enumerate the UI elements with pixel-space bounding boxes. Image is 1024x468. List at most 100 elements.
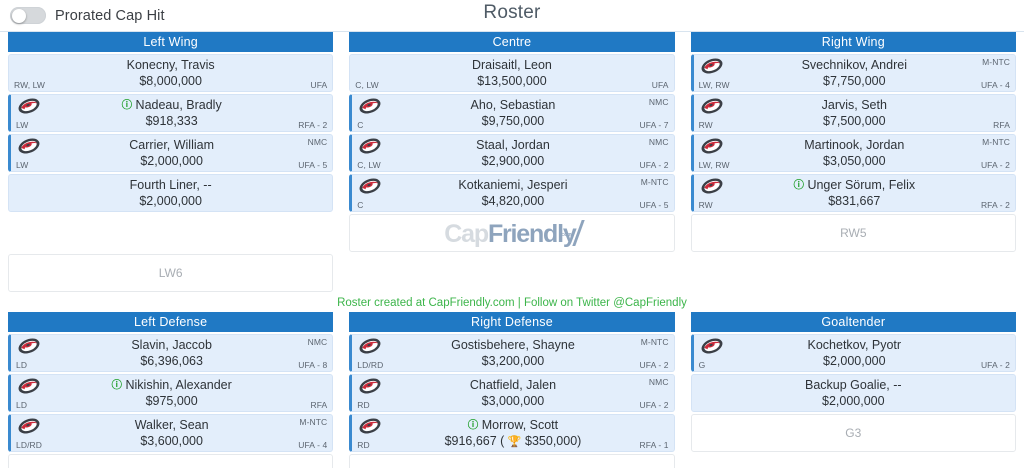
warning-icon: ⓘ bbox=[121, 99, 133, 111]
team-logo-icon bbox=[16, 377, 42, 395]
position-column: Right Defense LD/RD Gostisbehere, Shayne $3… bbox=[341, 312, 682, 468]
player-position-label: RW bbox=[698, 200, 713, 210]
roster-slot-player[interactable]: RD ⓘ Morrow, Scott $916,667 ( 🏆 $350,000) R… bbox=[349, 414, 675, 452]
player-status-badge: UFA - 2 bbox=[639, 400, 669, 410]
player-position-label: LW bbox=[16, 160, 29, 170]
position-column: Left Defense LD Slavin, Jaccob $6,396,063 NM… bbox=[0, 312, 341, 468]
player-info: ⓘ Morrow, Scott $916,667 ( 🏆 $350,000) bbox=[392, 417, 633, 451]
roster-slot-player[interactable]: C Kotkaniemi, Jesperi $4,820,000 M-NTC UFA -… bbox=[349, 174, 675, 212]
player-position-label: LW, RW bbox=[698, 80, 730, 90]
player-name: Kotkaniemi, Jesperi bbox=[458, 178, 568, 192]
position-column: Centre C, LW Draisaitl, Leon $13,500,000 UFA… bbox=[341, 32, 682, 294]
roster-slot-player[interactable]: RW, LW Konecny, Travis $8,000,000 UFA bbox=[8, 54, 334, 92]
prorated-cap-hit-label: Prorated Cap Hit bbox=[55, 7, 165, 24]
roster-slot-player[interactable]: LD/RD Gostisbehere, Shayne $3,200,000 M-NTC… bbox=[349, 334, 675, 372]
forwards-board: Left Wing RW, LW Konecny, Travis $8,000,000… bbox=[0, 32, 1024, 294]
player-salary: $7,750,000 bbox=[823, 74, 886, 88]
player-info: Backup Goalie, -- $2,000,000 bbox=[732, 377, 975, 410]
roster-slot-player[interactable]: C Aho, Sebastian $9,750,000 NMC UFA - 7 bbox=[349, 94, 675, 132]
roster-slot-player[interactable]: LD/RD Walker, Sean $3,600,000 M-NTC UFA - 4 bbox=[8, 414, 334, 452]
player-info: Martinook, Jordan $3,050,000 bbox=[734, 137, 975, 170]
player-clause-badge: M-NTC bbox=[640, 337, 669, 347]
player-salary: $4,820,000 bbox=[481, 194, 545, 208]
empty-slot-label: LW6 bbox=[158, 266, 183, 280]
player-name: Gostisbehere, Shayne bbox=[451, 338, 575, 352]
player-name: Walker, Sean bbox=[134, 418, 209, 432]
player-name: Jarvis, Seth bbox=[821, 98, 887, 112]
player-status-badge: RFA - 2 bbox=[980, 200, 1010, 210]
position-column-header: Centre bbox=[349, 32, 675, 52]
empty-slot-label: RD4 bbox=[500, 466, 524, 468]
roster-slot-player[interactable]: RD Chatfield, Jalen $3,000,000 NMC UFA - 2 bbox=[349, 374, 675, 412]
player-name: Kochetkov, Pyotr bbox=[807, 338, 902, 352]
roster-slot-player[interactable]: C, LW Staal, Jordan $2,900,000 NMC UFA - 2 bbox=[349, 134, 675, 172]
player-salary: $3,050,000 bbox=[823, 154, 886, 168]
player-name-row: Staal, Jordan bbox=[392, 137, 633, 153]
player-salary: $916,667 ( 🏆 $350,000) bbox=[392, 433, 633, 451]
player-position-label: C, LW bbox=[355, 80, 379, 90]
player-status-badge: UFA bbox=[310, 80, 328, 90]
prorated-cap-hit-toggle-group[interactable]: Prorated Cap Hit bbox=[0, 7, 165, 24]
team-logo-icon bbox=[699, 57, 725, 75]
team-logo-icon bbox=[16, 337, 42, 355]
player-salary: $3,600,000 bbox=[140, 434, 203, 448]
capfriendly-logo-tld: .com bbox=[559, 231, 572, 238]
roster-slot-player[interactable]: G Kochetkov, Pyotr $2,000,000 UFA - 2 bbox=[690, 334, 1016, 372]
roster-slot-player[interactable]: LW, RW Svechnikov, Andrei $7,750,000 M-NTC U… bbox=[690, 54, 1016, 92]
team-logo-icon bbox=[16, 97, 42, 115]
player-clause-badge: NMC bbox=[307, 137, 328, 147]
player-name-row: Jarvis, Seth bbox=[734, 97, 975, 113]
player-name: Nadeau, Bradly bbox=[135, 98, 222, 112]
defense-board: Left Defense LD Slavin, Jaccob $6,396,063 NM… bbox=[0, 312, 1024, 468]
player-position-label: RD bbox=[357, 440, 370, 450]
player-position-label: RW, LW bbox=[14, 80, 45, 90]
team-logo-icon bbox=[16, 417, 42, 435]
team-logo-icon bbox=[699, 97, 725, 115]
player-name: Nikishin, Alexander bbox=[125, 378, 232, 392]
player-info: Slavin, Jaccob $6,396,063 bbox=[51, 337, 292, 370]
roster-slot-empty[interactable]: G3 bbox=[690, 414, 1016, 452]
roster-slot-player[interactable]: C, LW Draisaitl, Leon $13,500,000 UFA bbox=[349, 54, 675, 92]
player-info: Aho, Sebastian $9,750,000 bbox=[392, 97, 633, 130]
roster-slot-empty[interactable]: LW6 bbox=[8, 254, 334, 292]
roster-slot-empty[interactable]: LD4 bbox=[8, 454, 334, 468]
player-salary: $831,667 bbox=[828, 194, 881, 208]
player-info: Kotkaniemi, Jesperi $4,820,000 bbox=[392, 177, 633, 210]
player-name-row: ⓘ Unger Sörum, Felix bbox=[734, 177, 975, 193]
roster-slot-player[interactable]: Backup Goalie, -- $2,000,000 bbox=[690, 374, 1016, 412]
player-salary: $7,500,000 bbox=[823, 114, 886, 128]
roster-slot-player[interactable]: LW, RW Martinook, Jordan $3,050,000 M-NTC UF… bbox=[690, 134, 1016, 172]
player-position-label: LW bbox=[16, 120, 29, 130]
roster-slot-player[interactable]: RW ⓘ Unger Sörum, Felix $831,667 RFA - 2 bbox=[690, 174, 1016, 212]
team-logo-icon bbox=[699, 337, 725, 355]
team-logo-icon bbox=[357, 97, 383, 115]
player-name-row: Gostisbehere, Shayne bbox=[392, 337, 633, 353]
player-info: Draisaitl, Leon $13,500,000 bbox=[390, 57, 633, 90]
player-status-badge: UFA - 4 bbox=[298, 440, 328, 450]
player-position-label: C bbox=[357, 200, 364, 210]
player-salary: $2,000,000 bbox=[823, 354, 886, 368]
roster-slot-player[interactable]: LD ⓘ Nikishin, Alexander $975,000 RFA bbox=[8, 374, 334, 412]
team-logo-icon bbox=[357, 177, 383, 195]
roster-slot-spacer bbox=[690, 254, 1016, 292]
team-logo-icon bbox=[357, 377, 383, 395]
roster-slot-empty[interactable]: RW5 bbox=[690, 214, 1016, 252]
roster-slot-player[interactable]: LW ⓘ Nadeau, Bradly $918,333 RFA - 2 bbox=[8, 94, 334, 132]
player-name-row: Konecny, Travis bbox=[49, 57, 292, 73]
player-clause-badge: NMC bbox=[648, 377, 669, 387]
player-salary: $9,750,000 bbox=[481, 114, 545, 128]
roster-slot-player[interactable]: RW Jarvis, Seth $7,500,000 RFA bbox=[690, 94, 1016, 132]
player-info: Walker, Sean $3,600,000 bbox=[51, 417, 292, 450]
roster-slot-player[interactable]: Fourth Liner, -- $2,000,000 bbox=[8, 174, 334, 212]
roster-slot-player[interactable]: LD Slavin, Jaccob $6,396,063 NMC UFA - 8 bbox=[8, 334, 334, 372]
player-salary: $918,333 bbox=[145, 114, 198, 128]
position-column-header: Left Wing bbox=[8, 32, 334, 52]
roster-slot-empty[interactable]: RD4 bbox=[349, 454, 675, 468]
player-salary: $3,200,000 bbox=[481, 354, 545, 368]
player-info: Carrier, William $2,000,000 bbox=[51, 137, 292, 170]
roster-slot-player[interactable]: LW Carrier, William $2,000,000 NMC UFA - 5 bbox=[8, 134, 334, 172]
player-info: Chatfield, Jalen $3,000,000 bbox=[392, 377, 633, 410]
player-name: Draisaitl, Leon bbox=[471, 58, 552, 72]
trophy-icon: 🏆 bbox=[507, 436, 522, 448]
prorated-cap-hit-toggle[interactable] bbox=[10, 7, 46, 24]
